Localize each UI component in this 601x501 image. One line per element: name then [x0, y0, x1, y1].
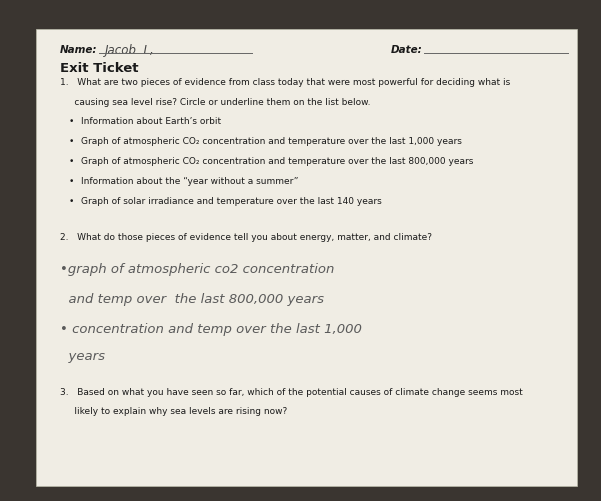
Text: Graph of atmospheric CO₂ concentration and temperature over the last 1,000 years: Graph of atmospheric CO₂ concentration a… — [81, 137, 462, 146]
Text: years: years — [60, 350, 105, 363]
Text: 3.   Based on what you have seen so far, which of the potential causes of climat: 3. Based on what you have seen so far, w… — [60, 387, 523, 396]
Text: 2.   What do those pieces of evidence tell you about energy, matter, and climate: 2. What do those pieces of evidence tell… — [60, 233, 432, 242]
Text: 1.   What are two pieces of evidence from class today that were most powerful fo: 1. What are two pieces of evidence from … — [60, 78, 510, 87]
Text: • concentration and temp over the last 1,000: • concentration and temp over the last 1… — [60, 322, 362, 335]
Text: Exit Ticket: Exit Ticket — [60, 62, 139, 75]
Text: causing sea level rise? Circle or underline them on the list below.: causing sea level rise? Circle or underl… — [60, 98, 371, 107]
Text: Graph of atmospheric CO₂ concentration and temperature over the last 800,000 yea: Graph of atmospheric CO₂ concentration a… — [81, 157, 474, 166]
Text: •: • — [69, 197, 75, 206]
Text: Name:: Name: — [60, 45, 97, 55]
Text: •: • — [69, 137, 75, 146]
Text: Information about Earth’s orbit: Information about Earth’s orbit — [81, 117, 221, 126]
Text: Jacob  L,: Jacob L, — [105, 44, 155, 57]
Text: Date:: Date: — [391, 45, 423, 55]
Text: •: • — [69, 117, 75, 126]
Text: and temp over  the last 800,000 years: and temp over the last 800,000 years — [60, 292, 324, 305]
Text: Graph of solar irradiance and temperature over the last 140 years: Graph of solar irradiance and temperatur… — [81, 197, 382, 206]
Text: likely to explain why sea levels are rising now?: likely to explain why sea levels are ris… — [60, 406, 287, 415]
FancyBboxPatch shape — [36, 30, 577, 486]
Text: •: • — [69, 177, 75, 186]
Text: •: • — [69, 157, 75, 166]
Text: Information about the “year without a summer”: Information about the “year without a su… — [81, 177, 299, 186]
Text: •graph of atmospheric co2 concentration: •graph of atmospheric co2 concentration — [60, 262, 335, 275]
